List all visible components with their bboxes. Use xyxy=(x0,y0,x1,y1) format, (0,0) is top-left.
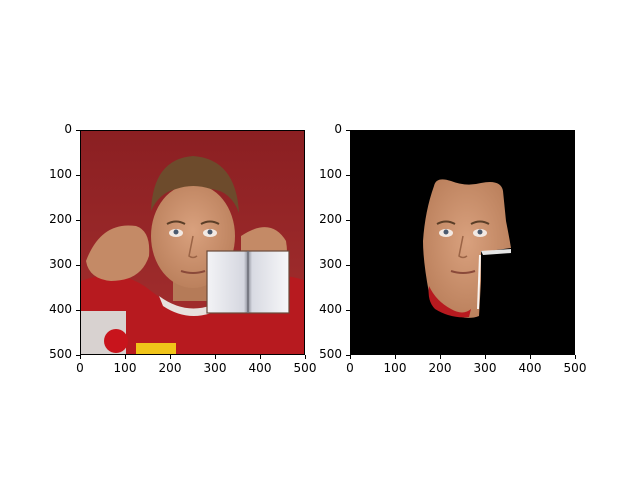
y-tick-mark xyxy=(346,310,350,311)
x-tick-label: 400 xyxy=(518,361,542,375)
y-tick-label: 100 xyxy=(49,167,72,181)
x-tick-mark xyxy=(575,355,576,359)
x-tick-label: 200 xyxy=(428,361,452,375)
y-tick-mark xyxy=(76,130,80,131)
y-tick-label: 0 xyxy=(334,122,342,136)
y-tick-mark xyxy=(346,265,350,266)
x-tick-mark xyxy=(395,355,396,359)
y-tick-label: 300 xyxy=(319,257,342,271)
x-tick-mark xyxy=(125,355,126,359)
y-tick-label: 100 xyxy=(319,167,342,181)
x-tick-label: 200 xyxy=(158,361,182,375)
x-tick-mark xyxy=(485,355,486,359)
x-tick-label: 100 xyxy=(113,361,137,375)
y-tick-mark xyxy=(346,220,350,221)
left-photo xyxy=(81,131,304,354)
y-tick-label: 300 xyxy=(49,257,72,271)
y-tick-label: 500 xyxy=(49,347,72,361)
y-tick-label: 400 xyxy=(49,302,72,316)
x-tick-label: 400 xyxy=(248,361,272,375)
x-tick-mark xyxy=(215,355,216,359)
y-tick-label: 200 xyxy=(319,212,342,226)
y-tick-mark xyxy=(76,310,80,311)
y-tick-mark xyxy=(346,130,350,131)
y-tick-mark xyxy=(346,355,350,356)
y-tick-label: 500 xyxy=(319,347,342,361)
y-tick-mark xyxy=(76,220,80,221)
y-tick-label: 0 xyxy=(64,122,72,136)
x-tick-mark xyxy=(530,355,531,359)
y-tick-mark xyxy=(76,265,80,266)
x-tick-mark xyxy=(305,355,306,359)
x-tick-label: 100 xyxy=(383,361,407,375)
x-tick-label: 300 xyxy=(473,361,497,375)
y-tick-mark xyxy=(76,175,80,176)
x-tick-label: 500 xyxy=(563,361,587,375)
y-tick-label: 400 xyxy=(319,302,342,316)
x-tick-label: 0 xyxy=(76,361,84,375)
left-image-panel xyxy=(80,130,305,355)
right-masked-face xyxy=(351,131,574,354)
x-tick-label: 500 xyxy=(293,361,317,375)
x-tick-label: 0 xyxy=(346,361,354,375)
x-tick-mark xyxy=(350,355,351,359)
x-tick-mark xyxy=(170,355,171,359)
y-tick-label: 200 xyxy=(49,212,72,226)
x-tick-mark xyxy=(80,355,81,359)
y-tick-mark xyxy=(76,355,80,356)
x-tick-mark xyxy=(260,355,261,359)
y-tick-mark xyxy=(346,175,350,176)
x-tick-mark xyxy=(440,355,441,359)
x-tick-label: 300 xyxy=(203,361,227,375)
right-image-panel xyxy=(350,130,575,355)
